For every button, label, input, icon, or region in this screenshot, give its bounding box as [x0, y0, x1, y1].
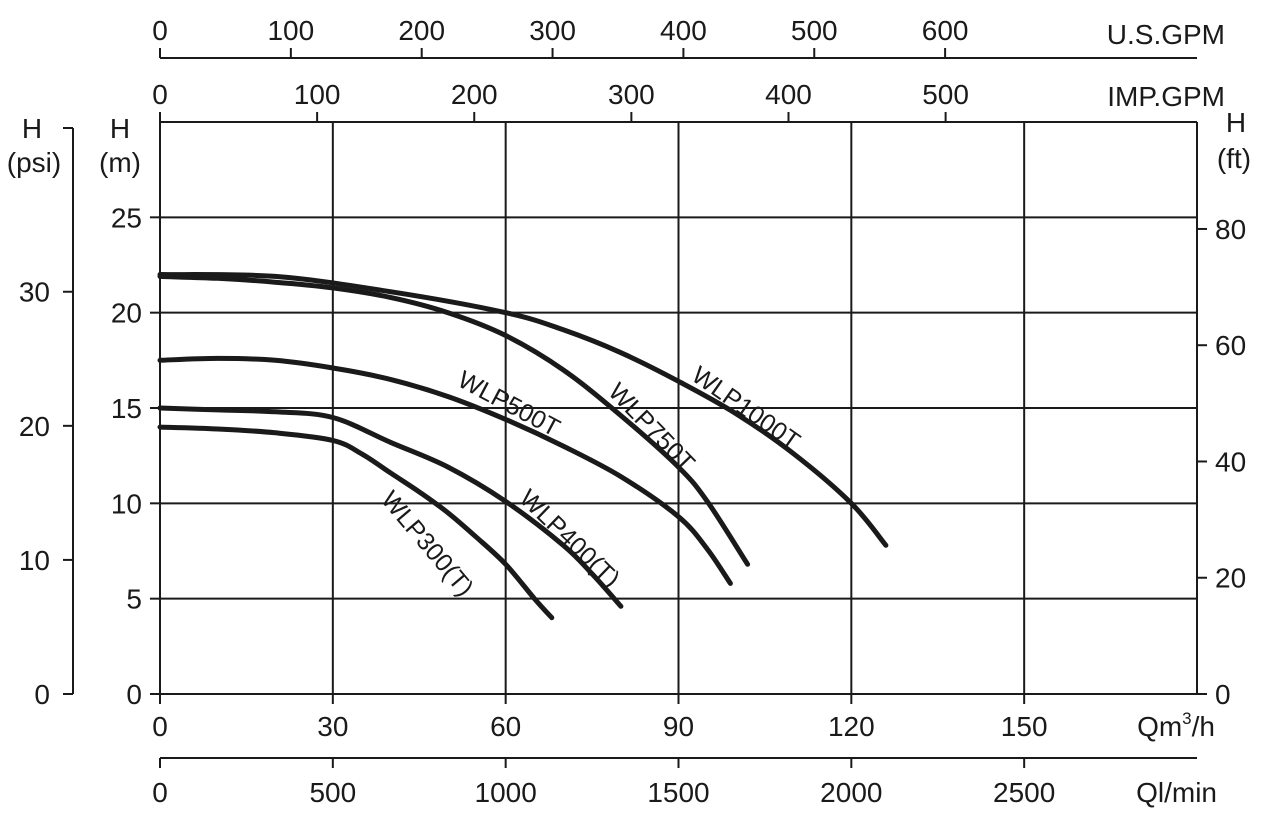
- imp-gpm-tick-label: 100: [294, 79, 341, 110]
- imp-gpm-tick-label: 200: [451, 79, 498, 110]
- y-tick-label: 20: [111, 298, 142, 329]
- us-gpm-tick-label: 400: [660, 15, 707, 46]
- curve-label-wlp400-t-: WLP400(T): [514, 484, 625, 593]
- curve-wlp1000t: [157, 272, 889, 548]
- ql-tick-label: 500: [309, 777, 356, 808]
- y-tick-label: 10: [111, 488, 142, 519]
- ql-tick-label: 1000: [475, 777, 537, 808]
- pump-curves: [157, 272, 889, 621]
- ft-tick-label: 0: [1215, 679, 1231, 710]
- x-tick-label: 60: [490, 711, 521, 742]
- ft-tick-label: 20: [1215, 563, 1246, 594]
- ql-tick-label: 2000: [820, 777, 882, 808]
- y-tick-label: 5: [126, 584, 142, 615]
- axes: [63, 48, 1207, 768]
- ql-tick-label: 0: [152, 777, 168, 808]
- x-tick-label: 90: [663, 711, 694, 742]
- us-gpm-tick-label: 100: [267, 15, 314, 46]
- ql-tick-label: 2500: [993, 777, 1055, 808]
- y-axis-title-h: H: [110, 113, 130, 144]
- curve-wlp750t: [157, 273, 751, 567]
- y-axis-title-unit: (m): [99, 147, 141, 178]
- ft-axis-title-unit: (ft): [1217, 143, 1251, 174]
- ft-axis-title-h: H: [1226, 107, 1246, 138]
- x-axis-title: Qm3/h: [1137, 709, 1215, 742]
- curve-wlp500t: [157, 355, 733, 586]
- imp-gpm-tick-label: 300: [608, 79, 655, 110]
- psi-tick-label: 20: [19, 411, 50, 442]
- ql-axis-title: Ql/min: [1136, 777, 1217, 808]
- us-gpm-axis-title: U.S.GPM: [1107, 19, 1225, 50]
- psi-axis-title-unit: (psi): [7, 147, 61, 178]
- curve-label-wlp750t: WLP750T: [603, 378, 700, 477]
- psi-axis-title-h: H: [22, 113, 42, 144]
- x-tick-label: 0: [152, 711, 168, 742]
- us-gpm-tick-label: 300: [529, 15, 576, 46]
- curve-wlp400-t-: [157, 405, 624, 609]
- imp-gpm-tick-label: 0: [152, 79, 168, 110]
- ft-tick-label: 40: [1215, 446, 1246, 477]
- curve-wlp300-t-: [157, 424, 555, 621]
- imp-gpm-tick-label: 400: [765, 79, 812, 110]
- imp-gpm-tick-label: 500: [922, 79, 969, 110]
- y-tick-label: 15: [111, 393, 142, 424]
- us-gpm-tick-label: 600: [922, 15, 969, 46]
- us-gpm-tick-label: 500: [791, 15, 838, 46]
- psi-tick-label: 30: [19, 277, 50, 308]
- imp-gpm-axis-title: IMP.GPM: [1107, 81, 1225, 112]
- y-tick-label: 0: [126, 679, 142, 710]
- us-gpm-tick-label: 0: [152, 15, 168, 46]
- grid: [160, 122, 1197, 694]
- ft-tick-label: 80: [1215, 214, 1246, 245]
- y-tick-label: 25: [111, 202, 142, 233]
- us-gpm-tick-label: 200: [398, 15, 445, 46]
- psi-tick-label: 0: [34, 679, 50, 710]
- x-tick-label: 30: [317, 711, 348, 742]
- x-tick-label: 120: [828, 711, 875, 742]
- psi-tick-label: 10: [19, 545, 50, 576]
- x-tick-label: 150: [1001, 711, 1048, 742]
- ql-tick-label: 1500: [647, 777, 709, 808]
- ft-tick-label: 60: [1215, 330, 1246, 361]
